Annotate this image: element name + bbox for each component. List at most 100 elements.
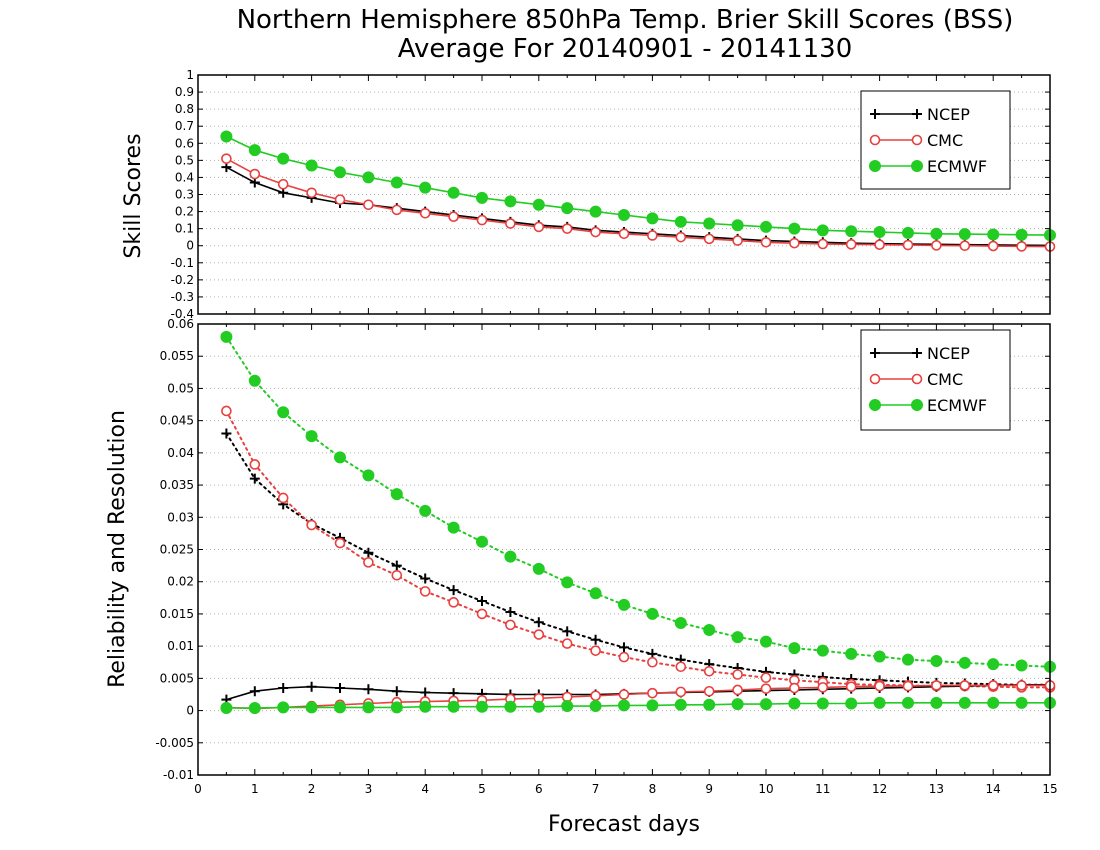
bottom-series-cmc-resolution-point [334, 537, 346, 549]
x-tick-label: 0 [194, 782, 202, 796]
bottom-y-tick-label: 0.04 [167, 446, 194, 460]
top-series-cmc-point [1016, 241, 1027, 252]
top-y-tick-label: -0.4 [171, 307, 194, 321]
bottom-series-cmc-resolution-point [618, 651, 630, 663]
top-series-cmc-point [987, 240, 999, 252]
bottom-series-ncep-resolution-point [448, 585, 459, 596]
top-series-cmc-point [647, 230, 658, 241]
x-tick-label: 13 [929, 782, 944, 796]
bottom-series-ecmwf-reliability-point [532, 700, 545, 713]
top-legend-label-ncep: NCEP [927, 105, 970, 124]
x-tick-label: 4 [421, 782, 429, 796]
bottom-series-ecmwf-reliability-point [220, 701, 233, 714]
bottom-y-tick-label: 0.01 [167, 639, 194, 653]
top-series-ecmwf-point [532, 198, 545, 211]
bottom-series-ncep-resolution-point [590, 634, 601, 645]
bottom-series-ecmwf-reliability-point [958, 696, 971, 709]
bottom-series-ncep-reliability-point [335, 683, 345, 694]
bottom-series-ecmwf-reliability-point [305, 701, 318, 714]
top-y-tick-label: 0.4 [175, 170, 194, 184]
bottom-series-cmc-reliability-point [618, 689, 630, 700]
bottom-series-ncep-resolution-point [391, 560, 402, 571]
bottom-series-ncep-resolution-point [477, 596, 487, 607]
top-series-cmc-point [505, 218, 516, 229]
top-legend-label-ecmwf: ECMWF [927, 157, 987, 176]
top-series-ecmwf-point [561, 202, 574, 215]
top-y-tick-label: 0.6 [175, 136, 194, 150]
bottom-series-ecmwf-reliability-point [760, 698, 772, 711]
bottom-series-cmc-reliability-point [1016, 680, 1027, 691]
top-series-cmc-point [817, 238, 829, 250]
top-legend-marker-cmc [869, 134, 881, 146]
bottom-series-cmc-reliability-point [732, 684, 743, 696]
skill-scores-panel: -0.4 -0.3 -0.2 -0.1 0 0.1 0.2 0.3 0.4 0.5 0.6 0.7 0.… [171, 68, 1056, 321]
top-legend: NCEP CMC ECMWF [860, 90, 1011, 190]
top-series-ecmwf-point [419, 181, 432, 194]
x-tick-label: 15 [1042, 782, 1057, 796]
bottom-series-ecmwf-reliability-point [845, 697, 858, 710]
bottom-y-tick-label: 0.015 [160, 607, 194, 621]
top-series-ecmwf-point [958, 228, 971, 241]
bottom-series-ecmwf-reliability-point [731, 698, 744, 711]
top-y-tick-label: 0.1 [175, 222, 194, 236]
top-series-ecmwf-point [674, 215, 687, 228]
bottom-series-ncep-resolution-point [363, 547, 374, 558]
bottom-series-cmc-resolution-point [505, 619, 516, 631]
bottom-series-cmc-resolution-point [533, 629, 545, 640]
top-series-ecmwf-point [334, 166, 346, 179]
top-series-cmc-point [845, 239, 857, 250]
bottom-series-cmc-reliability-point [987, 680, 999, 691]
top-series-ecmwf-point [703, 217, 716, 230]
bottom-series-cmc-reliability-point [817, 682, 829, 693]
top-series-cmc-point [902, 239, 914, 251]
top-series-ecmwf-point [362, 171, 375, 184]
bottom-series-ecmwf-resolution-point [447, 521, 460, 534]
bottom-series-ncep-reliability-point [391, 686, 402, 697]
bottom-series-ncep-resolution-point [533, 617, 544, 628]
bottom-legend-marker-ecmwf [869, 399, 881, 411]
bottom-series-ecmwf-resolution-point [902, 653, 914, 666]
top-series-ecmwf-point [816, 224, 829, 237]
bottom-series-ncep-resolution-point [420, 573, 431, 584]
bottom-series-cmc-reliability-point [703, 685, 715, 697]
top-series-cmc-point [703, 233, 715, 245]
bottom-y-tick-label: 0 [186, 704, 194, 718]
bottom-series-cmc-resolution-point [306, 519, 317, 531]
top-series-cmc-point [363, 199, 374, 211]
bottom-series-cmc-reliability-point [874, 680, 885, 692]
bottom-series-ecmwf-resolution-point [703, 624, 716, 637]
bottom-series-ncep-reliability-point [249, 686, 260, 697]
top-series-cmc-point [334, 194, 346, 205]
bottom-series-ecmwf-reliability-point [362, 701, 375, 714]
bottom-y-tick-label: 0.005 [160, 671, 194, 685]
bottom-series-cmc-resolution-point [675, 661, 687, 673]
top-series-ecmwf-point [902, 226, 914, 239]
bottom-series-cmc-reliability-point [675, 686, 687, 698]
bottom-series-ecmwf-resolution-point [277, 406, 290, 419]
top-series-ecmwf-point [788, 222, 801, 235]
bottom-series-ecmwf-reliability-point [561, 700, 574, 713]
x-tick-label: 14 [986, 782, 1001, 796]
bottom-y-tick-label: 0.06 [167, 317, 194, 331]
x-tick-label: 1 [251, 782, 259, 796]
bottom-series-ecmwf-resolution-point [532, 562, 545, 575]
bottom-series-ecmwf-reliability-point [788, 697, 801, 710]
bottom-series-ecmwf-reliability-point [476, 700, 488, 713]
top-series-ecmwf-point [248, 144, 261, 157]
top-y-tick-label: 0.2 [175, 205, 194, 219]
bottom-y-tick-label: -0.01 [163, 768, 194, 782]
x-tick-label: 7 [592, 782, 600, 796]
top-series-cmc-point [618, 228, 630, 240]
top-series-cmc-point [448, 211, 459, 222]
bottom-series-ecmwf-resolution-point [390, 488, 403, 501]
bottom-series-cmc-resolution-point [561, 638, 573, 649]
chart-title-line2: Average For 20140901 - 20141130 [398, 34, 853, 64]
x-tick-label: 5 [478, 782, 486, 796]
top-y-axis-label: Skill Scores [121, 133, 146, 258]
bottom-series-ecmwf-reliability-point [419, 700, 432, 713]
bottom-series-ecmwf-resolution-point [845, 647, 858, 660]
bottom-series-ecmwf-resolution-point [930, 654, 943, 667]
top-legend-marker-ecmwf [911, 160, 923, 172]
top-y-tick-label: 1 [186, 68, 194, 82]
